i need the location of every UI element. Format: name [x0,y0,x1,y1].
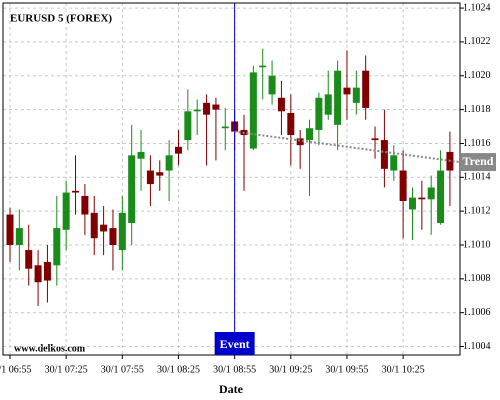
candle-body [390,155,398,171]
x-tick-label: 30/1 08:55 [213,364,256,375]
candle-body [146,170,154,185]
candle-body [418,197,426,200]
trend-line [234,130,461,164]
y-tick-label: 1.1010 [463,239,491,250]
candle-body [380,140,388,169]
x-tick-label: 30/1 06:55 [0,364,32,375]
candle-body [100,224,108,232]
y-tick-label: 1.1006 [463,307,491,318]
candle-body [343,87,351,95]
x-axis-label: Date [219,382,244,396]
x-tick-label: 30/1 09:25 [269,364,312,375]
candle-body [371,138,379,141]
candle-body [277,97,285,112]
candle-body [203,102,211,115]
candle-body [43,261,51,281]
y-tick-label: 1.1016 [463,138,491,149]
candle-body [81,195,89,215]
y-tick-label: 1.1004 [463,341,491,352]
candle-body [287,113,295,135]
candle-body [184,111,192,141]
candle-body [212,104,220,110]
candle-body [324,94,332,115]
x-tick-label: 30/1 07:55 [101,364,144,375]
candle-body [90,212,98,239]
candle-body [62,192,70,230]
candle-body [259,65,267,68]
candle-body [296,138,304,146]
candle-body [268,75,276,95]
candle-body [352,87,360,103]
candle-body [315,97,323,130]
candle-body [249,72,257,149]
candle-body [165,155,173,171]
y-tick-label: 1.1008 [463,273,491,284]
x-tick-label: 30/1 08:25 [157,364,200,375]
candle-body [362,70,370,108]
x-tick-label: 30/1 10:25 [382,364,425,375]
candle-body [128,155,136,223]
x-tick-label: 30/1 07:25 [45,364,88,375]
candle-body [118,212,126,251]
candle-body [53,228,61,266]
event-box [214,332,255,355]
candle-body [6,214,14,245]
candle-body [34,265,42,283]
x-tick-label: 30/1 09:55 [325,364,368,375]
candle-body [437,170,445,223]
event-label: Event [220,337,250,351]
candle-body [427,187,435,200]
candle-body [174,146,182,154]
candle-body [408,197,416,210]
candle-body [399,170,407,201]
chart-title: EURUSD 5 (FOREX) [10,13,112,25]
y-tick-label: 1.1020 [463,70,491,81]
y-tick-label: 1.1014 [463,172,491,183]
candle-body [306,128,314,141]
trend-box [460,153,496,172]
y-tick-label: 1.1024 [463,2,491,13]
candle-body [109,228,117,245]
candle-body [15,228,23,245]
candle-body [137,151,145,159]
watermark: www.delkos.com [14,343,86,354]
candle-body [193,109,201,112]
y-tick-label: 1.1018 [463,104,491,115]
y-tick-label: 1.1022 [463,36,491,47]
candle-body [156,172,164,176]
candle-body [334,70,342,125]
y-tick-label: 1.1012 [463,205,491,216]
candle-body [221,126,229,129]
trend-label: Trend [463,154,494,168]
candle-body [72,190,80,193]
candle-body [25,250,33,269]
